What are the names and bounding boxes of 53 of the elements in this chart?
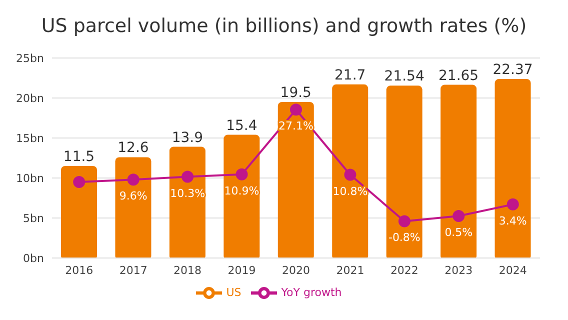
data-label: 27.1%	[278, 120, 314, 133]
chart-title: US parcel volume (in billions) and growth rates (%)	[40, 14, 528, 39]
data-label: 10.3%	[170, 186, 206, 200]
bar	[169, 146, 206, 258]
x-tick-label: 2017	[119, 264, 148, 277]
point	[452, 210, 465, 222]
data-label: 19.5	[280, 85, 312, 101]
bar	[494, 79, 531, 258]
point	[127, 174, 140, 186]
x-tick-label: 2024	[498, 264, 527, 277]
data-label: 3.4%	[498, 214, 527, 228]
data-label: 22.37	[492, 62, 533, 78]
y-tick-label: 5bn	[23, 212, 44, 225]
x-tick-label: 2023	[444, 264, 473, 277]
y-tick-label: 20bn	[16, 92, 44, 105]
bar	[332, 84, 368, 258]
bar	[61, 166, 97, 258]
x-tick-label: 2021	[336, 264, 364, 277]
data-label: 15.4	[226, 118, 258, 134]
data-label: 11.5	[63, 149, 95, 165]
legend-label: YoY growth	[281, 286, 342, 300]
data-label: 0.5%	[444, 226, 473, 239]
x-tick-label: 2019	[228, 264, 256, 277]
bar	[224, 134, 260, 258]
bar	[115, 157, 152, 258]
data-label: -0.8%	[388, 231, 420, 244]
point	[506, 198, 519, 210]
bar	[386, 86, 422, 258]
y-tick-label: 0bn	[23, 252, 44, 265]
bar	[440, 84, 477, 258]
legend-label: US	[226, 286, 242, 300]
data-label: 13.9	[172, 130, 204, 146]
data-label: 12.6	[118, 140, 149, 156]
data-label: 21.54	[384, 68, 424, 85]
x-tick-label: 2018	[174, 264, 202, 277]
bar	[278, 102, 314, 258]
data-label: 21.65	[438, 68, 479, 84]
y-tick-label: 10bn	[16, 172, 44, 185]
y-tick-label: 15bn	[16, 132, 44, 145]
data-label: 10.8%	[332, 184, 368, 198]
point	[73, 176, 86, 188]
data-label: 21.7	[334, 67, 366, 84]
point	[398, 215, 410, 228]
x-tick-label: 2016	[65, 264, 94, 277]
x-tick-label: 2020	[282, 264, 310, 277]
point	[344, 168, 356, 181]
point	[236, 168, 248, 180]
data-label: 10.9%	[224, 184, 260, 198]
x-tick-label: 2022	[390, 264, 418, 277]
data-label: 9.6%	[119, 190, 148, 203]
point	[182, 170, 194, 183]
y-tick-label: 25bn	[16, 52, 44, 65]
point	[290, 104, 302, 116]
